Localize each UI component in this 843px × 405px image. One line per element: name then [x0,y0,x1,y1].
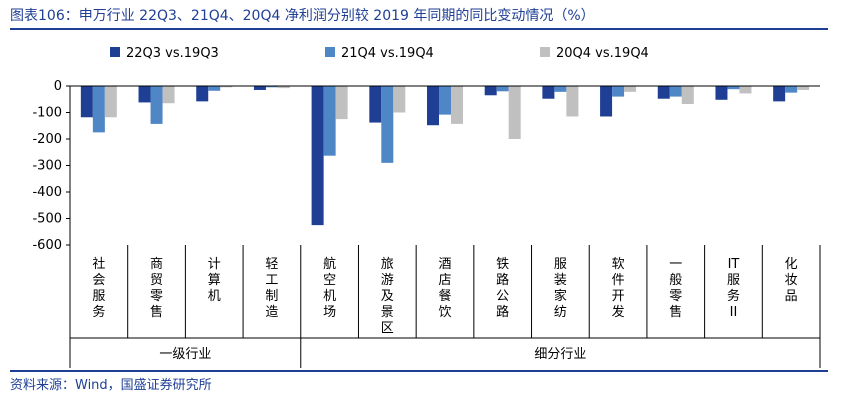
category-label-9: 服装家纺 [554,257,567,320]
bar-1-10 [600,86,613,117]
bar-1-13 [773,86,786,102]
bar-2-12 [727,86,740,90]
bar-2-13 [785,86,798,93]
bar-3-9 [566,86,579,117]
legend-label-1: 22Q3 vs.19Q3 [126,46,219,61]
category-label-4: 轻工制造 [265,257,278,320]
bar-1-11 [657,86,670,99]
chart-title: 图表106：申万行业 22Q3、21Q4、20Q4 净利润分别较 2019 年同… [10,8,595,24]
bar-1-2 [138,86,151,103]
bar-1-1 [80,86,93,118]
bar-1-5 [311,86,324,226]
y-tick-label: -600 [32,238,62,253]
bar-2-4 [265,86,278,88]
category-label-8: 铁路公路 [496,257,509,320]
category-label-3: 计算机 [208,257,221,304]
y-tick-label: -100 [32,106,62,121]
bar-3-3 [220,86,233,88]
bar-3-2 [162,86,175,104]
bar-2-1 [92,86,105,133]
category-label-11: 一般零售 [669,257,682,320]
bar-1-9 [542,86,555,99]
bar-2-11 [669,86,682,97]
bar-3-11 [681,86,694,105]
bar-3-12 [739,86,752,94]
bar-1-8 [484,86,497,96]
legend-swatch-1 [110,47,120,57]
bar-3-8 [508,86,521,139]
group-label-1: 一级行业 [159,347,211,362]
bar-3-6 [393,86,406,113]
bar-3-1 [104,86,117,118]
group-label-2: 细分行业 [534,347,586,362]
bar-3-10 [624,86,637,92]
bars [80,86,810,226]
bar-2-10 [612,86,625,97]
bar-3-13 [797,86,810,90]
y-tick-label: 0 [54,79,62,94]
bar-1-6 [369,86,382,123]
category-label-2: 商贸零售 [150,257,163,320]
bar-3-5 [335,86,348,120]
legend-label-2: 21Q4 vs.19Q4 [341,46,434,61]
legend-swatch-3 [540,47,550,57]
bar-3-7 [451,86,463,124]
y-tick-label: -200 [32,132,62,147]
y-tick-label: -400 [32,185,62,200]
category-groups: 一级行业 细分行业 [159,347,586,362]
bar-2-7 [439,86,451,115]
footer-rule [10,370,828,372]
y-tick-label: -300 [32,159,62,174]
x-axis [69,85,821,368]
category-label-5: 航空机场 [323,256,336,320]
bar-1-4 [253,86,266,90]
bar-2-8 [496,86,509,92]
legend-swatch-2 [325,47,335,57]
category-labels: 社会服务 商贸零售 计算机 轻工制造 航空机场 旅游及景区 酒店餐饮 铁路公路 服装家纺 软件开发… [92,256,797,336]
bar-1-3 [196,86,209,102]
bar-1-12 [715,86,728,100]
category-label-12: IT 服务 II [727,257,740,320]
bar-2-3 [208,86,221,91]
bar-2-5 [323,86,336,156]
category-label-10: 软件开发 [612,257,625,320]
legend: 22Q3 vs.19Q3 21Q4 vs.19Q4 20Q4 vs.19Q4 [110,46,649,61]
y-tick-label: -500 [32,212,62,227]
title-rule [10,28,828,30]
category-label-13: 化妆品 [785,257,798,304]
y-axis: 0 -100 -200 -300 -400 -500 -600 [32,79,71,253]
source-note: 资料来源：Wind，国盛证券研究所 [10,378,212,393]
bar-3-4 [277,86,290,89]
bar-1-7 [427,86,439,126]
category-label-1: 社会服务 [92,256,105,320]
bar-2-6 [381,86,394,163]
bar-chart: 22Q3 vs.19Q3 21Q4 vs.19Q4 20Q4 vs.19Q4 0 -1… [32,46,821,368]
category-label-7: 酒店餐饮 [438,257,451,320]
bar-2-9 [554,86,567,92]
bar-2-2 [150,86,163,124]
legend-label-3: 20Q4 vs.19Q4 [556,46,649,61]
category-label-6: 旅游及景区 [381,257,394,336]
